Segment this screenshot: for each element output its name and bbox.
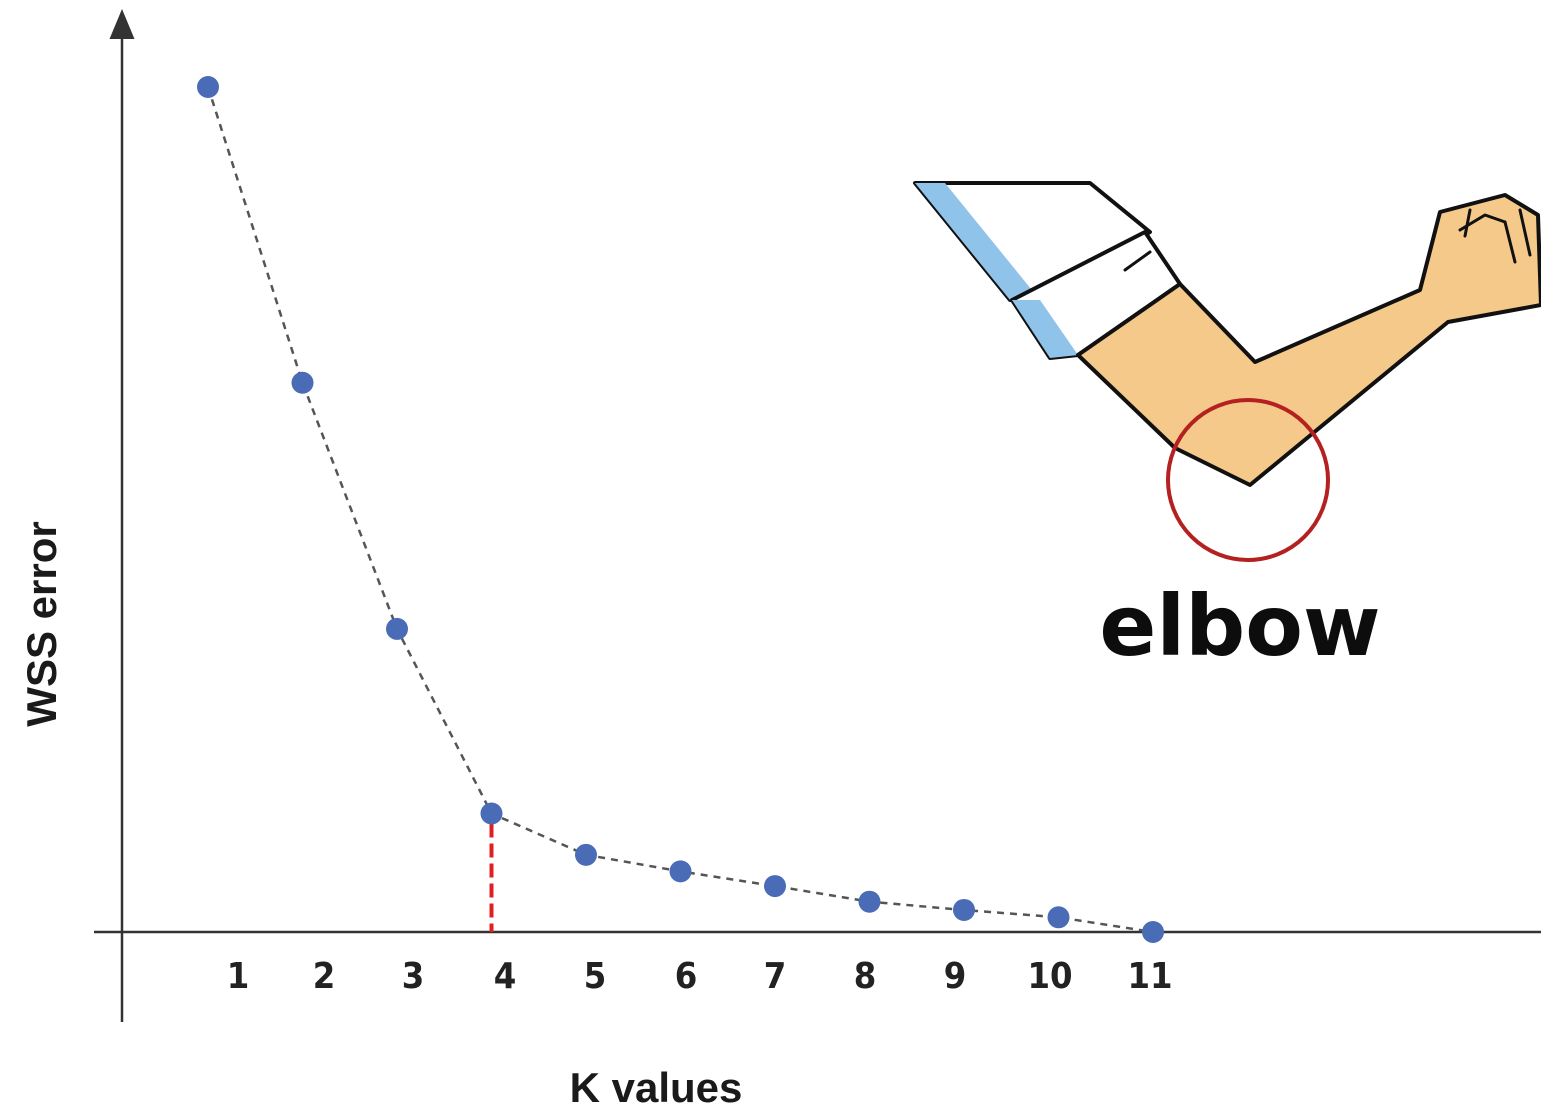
data-point-k-2 [291, 371, 314, 394]
data-point-k-1 [197, 76, 219, 98]
arm-skin [1076, 193, 1541, 487]
data-point-k-6 [669, 860, 692, 883]
sleeve-shading [915, 183, 1040, 300]
elbow-annotation: elbow [1099, 577, 1380, 675]
x-tick-label-2: 2 [313, 956, 336, 997]
y-axis-label: WSS error [18, 521, 65, 726]
x-tick-label-9: 9 [944, 956, 967, 997]
x-tick-label-1: 1 [227, 956, 250, 997]
bent-arm-illustration [913, 181, 1541, 487]
x-tick-label-7: 7 [764, 956, 787, 997]
x-tick-label-6: 6 [675, 956, 698, 997]
data-point-k-7 [764, 875, 786, 898]
x-tick-label-10: 10 [1027, 956, 1072, 997]
elbow-highlight-circle [1166, 398, 1330, 562]
x-tick-label-3: 3 [402, 956, 425, 997]
x-tick-label-8: 8 [854, 956, 877, 997]
data-point-k-5 [575, 843, 597, 866]
data-point-k-4 [480, 802, 503, 825]
data-point-k-3 [386, 617, 408, 640]
x-tick-labels: 1 2 3 4 5 6 7 8 9 10 11 [227, 956, 1173, 997]
x-axis-label: K values [570, 1064, 743, 1111]
x-tick-label-5: 5 [584, 956, 607, 997]
cuff-shading [1012, 300, 1078, 358]
data-point-k-8 [858, 890, 881, 913]
x-tick-label-11: 11 [1127, 956, 1172, 997]
data-point-k-10 [1047, 906, 1070, 929]
data-point-k-11 [1142, 921, 1164, 943]
x-tick-label-4: 4 [494, 956, 517, 997]
series-layer [197, 76, 1164, 943]
data-point-k-9 [953, 898, 975, 921]
